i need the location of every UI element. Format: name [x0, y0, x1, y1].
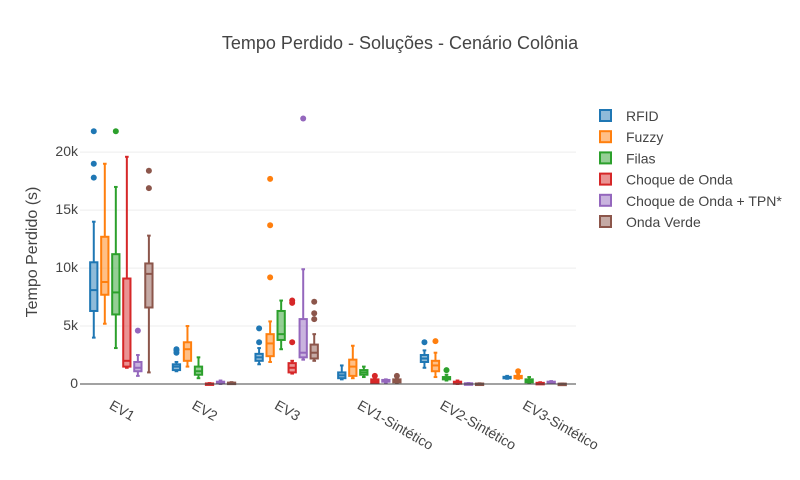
outlier-point	[311, 298, 318, 305]
outlier-point	[256, 325, 263, 332]
legend-label: Filas	[626, 150, 656, 166]
outlier-point	[443, 367, 450, 374]
outlier-point	[393, 372, 400, 379]
box-body	[265, 333, 275, 358]
y-tick-label: 10k	[55, 259, 79, 275]
outlier-point	[134, 327, 141, 334]
legend-item: Onda Verde	[599, 214, 701, 230]
outlier-point	[371, 372, 378, 379]
outlier-point	[515, 368, 522, 375]
legend-label: Choque de Onda	[626, 172, 733, 188]
series-choque-de-onda-tpn-	[133, 115, 556, 386]
outlier-point	[267, 222, 274, 229]
series-rfid	[89, 128, 512, 381]
y-tick-labels: 0 5k 10k 15k 20k	[55, 143, 79, 391]
box-body	[276, 309, 286, 341]
legend-swatch	[599, 130, 612, 144]
legend-swatch	[599, 215, 612, 228]
series-filas	[111, 128, 534, 384]
legend-swatch	[599, 109, 612, 122]
box-body	[309, 343, 319, 360]
outlier-point	[90, 174, 97, 181]
chart-title: Tempo Perdido - Soluções - Cenário Colôn…	[222, 33, 579, 53]
outlier-point	[289, 297, 296, 304]
outlier-point	[289, 339, 296, 346]
outlier-point	[256, 339, 263, 346]
outlier-point	[311, 310, 318, 317]
legend-item: Choque de Onda	[599, 172, 733, 188]
legend-label: RFID	[626, 108, 659, 124]
box-body	[133, 360, 143, 373]
legend-item: Filas	[599, 150, 656, 166]
legend-swatch	[599, 193, 612, 207]
y-axis-label: Tempo Perdido (s)	[24, 187, 41, 318]
legend: RFID Fuzzy Filas Choque de Onda Choque de On…	[599, 108, 782, 230]
legend-swatch	[599, 172, 612, 186]
y-tick-label: 5k	[63, 317, 79, 333]
outlier-point	[300, 115, 307, 122]
legend-swatch	[599, 151, 612, 165]
outlier-point	[267, 175, 274, 182]
grid-lines	[80, 151, 576, 327]
outlier-point	[112, 128, 119, 135]
legend-label: Fuzzy	[626, 129, 663, 145]
outlier-point	[145, 185, 152, 192]
legend-item: Fuzzy	[599, 129, 663, 145]
box-body	[182, 341, 193, 362]
legend-label: Choque de Onda + TPN*	[626, 193, 782, 209]
legend-item: RFID	[599, 108, 659, 124]
outlier-point	[432, 338, 439, 345]
y-tick-label: 15k	[55, 201, 79, 217]
outlier-point	[173, 346, 180, 353]
legend-item: Choque de Onda + TPN*	[599, 193, 782, 209]
box-body	[348, 358, 358, 377]
box-body	[111, 253, 121, 316]
y-tick-label: 0	[70, 375, 78, 391]
outlier-point	[267, 274, 274, 281]
legend-label: Onda Verde	[626, 214, 701, 230]
box-body	[89, 261, 99, 312]
outlier-point	[90, 128, 97, 135]
outlier-point	[90, 160, 97, 167]
outlier-point	[311, 316, 318, 323]
series-fuzzy	[100, 162, 523, 380]
box-body	[298, 318, 308, 359]
outlier-point	[145, 167, 152, 174]
box-body	[144, 262, 154, 309]
box-body	[122, 277, 132, 368]
y-tick-label: 20k	[55, 143, 79, 159]
box-body	[100, 235, 110, 296]
outlier-point	[421, 339, 428, 346]
